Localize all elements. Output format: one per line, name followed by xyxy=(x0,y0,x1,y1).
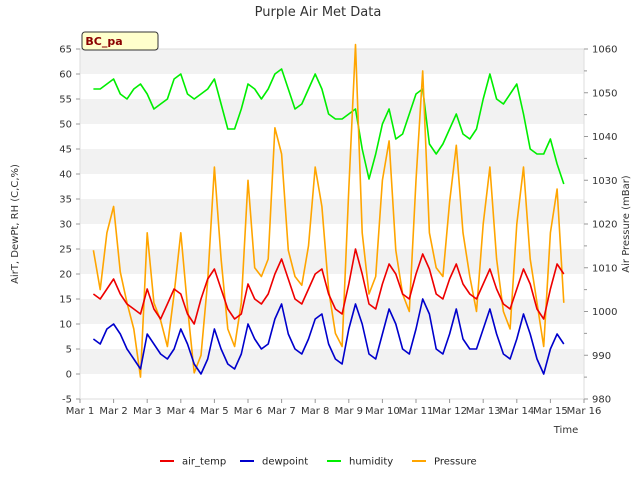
series-line-dewpoint xyxy=(92,298,565,375)
background-bands xyxy=(80,49,584,374)
y-right-tick-label: 1040 xyxy=(592,132,617,143)
y-right-tick-label: 980 xyxy=(592,395,611,406)
left-axis: -5 0 5 10 15 20 25 30 35 40 45 50 55 60 65 xyxy=(59,45,80,406)
x-tick-label: Mar 11 xyxy=(399,406,434,417)
legend-item-air-temp: air_temp xyxy=(160,457,226,468)
grid-band xyxy=(80,249,584,274)
y-left-tick-label: 10 xyxy=(59,320,72,331)
y-right-tick-label: 1020 xyxy=(592,220,617,231)
y-left-tick-label: 55 xyxy=(59,95,72,106)
x-tick-label: Mar 15 xyxy=(533,406,568,417)
grid-band xyxy=(80,199,584,224)
chart-title: Purple Air Met Data xyxy=(255,5,382,20)
legend-label: Pressure xyxy=(434,457,477,468)
y-left-tick-label: 20 xyxy=(59,270,72,281)
y-left-tick-label: 65 xyxy=(59,45,72,56)
x-tick-label: Mar 5 xyxy=(200,406,228,417)
y-left-tick-label: 60 xyxy=(59,70,72,81)
x-tick-label: Mar 7 xyxy=(267,406,295,417)
legend: air_temp dewpoint humidity Pressure xyxy=(160,457,477,468)
legend-label: dewpoint xyxy=(262,457,308,468)
grid-band xyxy=(80,149,584,174)
x-tick-label: Mar 3 xyxy=(133,406,161,417)
y-right-tick-label: 1000 xyxy=(592,307,617,318)
y-axis-left-label: AirT, DewPt, RH (C,C,%) xyxy=(10,164,21,284)
y-axis-right-label: Air Pressure (mBar) xyxy=(621,175,632,273)
station-badge-label: BC_pa xyxy=(85,35,122,48)
y-left-tick-label: 25 xyxy=(59,245,72,256)
series-line-air-temp xyxy=(92,248,565,325)
y-left-tick-label: 40 xyxy=(59,170,72,181)
x-axis-label: Time xyxy=(553,425,578,436)
legend-label: air_temp xyxy=(182,457,226,468)
y-left-tick-label: 15 xyxy=(59,295,72,306)
x-tick-label: Mar 13 xyxy=(466,406,501,417)
y-left-tick-label: 45 xyxy=(59,145,72,156)
y-left-tick-label: 0 xyxy=(66,370,72,381)
legend-item-humidity: humidity xyxy=(327,457,393,468)
station-badge: BC_pa xyxy=(81,31,159,51)
legend-item-dewpoint: dewpoint xyxy=(240,457,308,468)
x-tick-label: Mar 6 xyxy=(234,406,262,417)
x-tick-label: Mar 10 xyxy=(365,406,400,417)
y-left-tick-label: 35 xyxy=(59,195,72,206)
series-line-pressure xyxy=(92,43,565,378)
grid-band xyxy=(80,99,584,124)
x-tick-label: Mar 16 xyxy=(567,406,602,417)
x-axis: Mar 1 Mar 2 Mar 3 Mar 4 Mar 5 Mar 6 Mar 7 Mar 8… xyxy=(66,399,602,417)
y-right-tick-label: 1030 xyxy=(592,176,617,187)
y-left-tick-label: -5 xyxy=(62,395,72,406)
y-right-tick-label: 1050 xyxy=(592,88,617,99)
y-left-tick-label: 50 xyxy=(59,120,72,131)
y-right-tick-label: 1010 xyxy=(592,263,617,274)
x-tick-label: Mar 9 xyxy=(335,406,363,417)
x-tick-label: Mar 12 xyxy=(432,406,467,417)
y-right-tick-label: 1060 xyxy=(592,45,617,56)
x-tick-label: Mar 14 xyxy=(499,406,534,417)
series-line-humidity xyxy=(93,68,565,185)
y-left-tick-label: 30 xyxy=(59,220,72,231)
x-tick-label: Mar 1 xyxy=(66,406,94,417)
y-left-tick-label: 5 xyxy=(66,345,72,356)
y-right-tick-label: 990 xyxy=(592,351,611,362)
x-tick-label: Mar 8 xyxy=(301,406,329,417)
right-axis: 980 990 1000 1010 1020 1030 1040 1050 1060 xyxy=(584,45,617,406)
grid-band xyxy=(80,49,584,74)
series-layer xyxy=(92,43,565,378)
legend-label: humidity xyxy=(349,457,393,468)
x-tick-label: Mar 2 xyxy=(99,406,127,417)
x-tick-label: Mar 4 xyxy=(167,406,195,417)
legend-item-pressure: Pressure xyxy=(412,457,477,468)
